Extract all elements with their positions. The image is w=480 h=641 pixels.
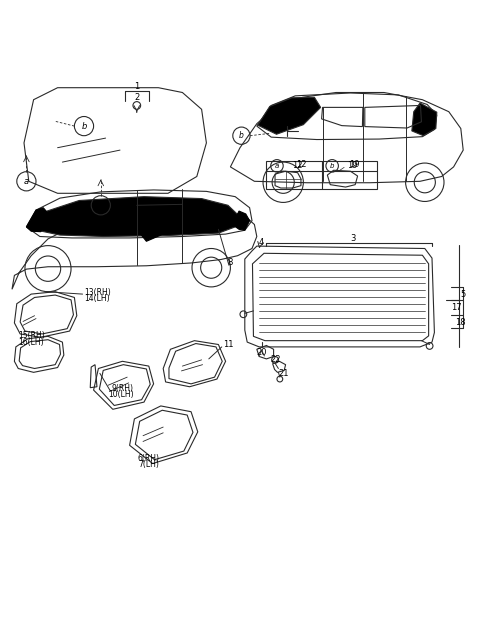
- Polygon shape: [137, 211, 185, 241]
- Text: 19: 19: [349, 160, 360, 169]
- Polygon shape: [232, 211, 250, 230]
- Text: 17: 17: [451, 303, 461, 312]
- Text: 18: 18: [456, 318, 466, 327]
- Text: 12: 12: [296, 160, 307, 169]
- Text: 4: 4: [259, 238, 264, 247]
- Text: b: b: [330, 163, 335, 169]
- Text: 1: 1: [134, 82, 139, 91]
- Text: 14(LH): 14(LH): [84, 294, 109, 303]
- Text: 3: 3: [350, 235, 356, 244]
- Text: 5: 5: [461, 290, 466, 299]
- Text: 10(LH): 10(LH): [108, 390, 133, 399]
- Polygon shape: [412, 103, 437, 136]
- Polygon shape: [26, 208, 50, 231]
- Text: 20: 20: [256, 348, 267, 357]
- Text: 9(RH): 9(RH): [112, 384, 134, 393]
- Text: 7(LH): 7(LH): [138, 460, 159, 469]
- Text: a: a: [98, 201, 103, 210]
- Text: 8: 8: [228, 258, 233, 267]
- Text: 19: 19: [348, 162, 358, 171]
- Text: a: a: [24, 177, 29, 186]
- Text: b: b: [239, 131, 244, 140]
- Text: 13(RH): 13(RH): [84, 288, 111, 297]
- Text: 22: 22: [271, 355, 281, 364]
- Text: a: a: [275, 163, 279, 169]
- Text: 15(RH): 15(RH): [18, 331, 45, 340]
- Text: 6(RH): 6(RH): [138, 454, 160, 463]
- Text: 12: 12: [292, 162, 303, 171]
- Bar: [266, 161, 377, 190]
- Text: 21: 21: [278, 369, 288, 378]
- Text: 16(LH): 16(LH): [18, 338, 44, 347]
- Text: 2: 2: [134, 93, 139, 102]
- Text: b: b: [81, 122, 87, 131]
- Polygon shape: [258, 97, 321, 134]
- Text: 11: 11: [223, 340, 233, 349]
- Polygon shape: [36, 197, 239, 237]
